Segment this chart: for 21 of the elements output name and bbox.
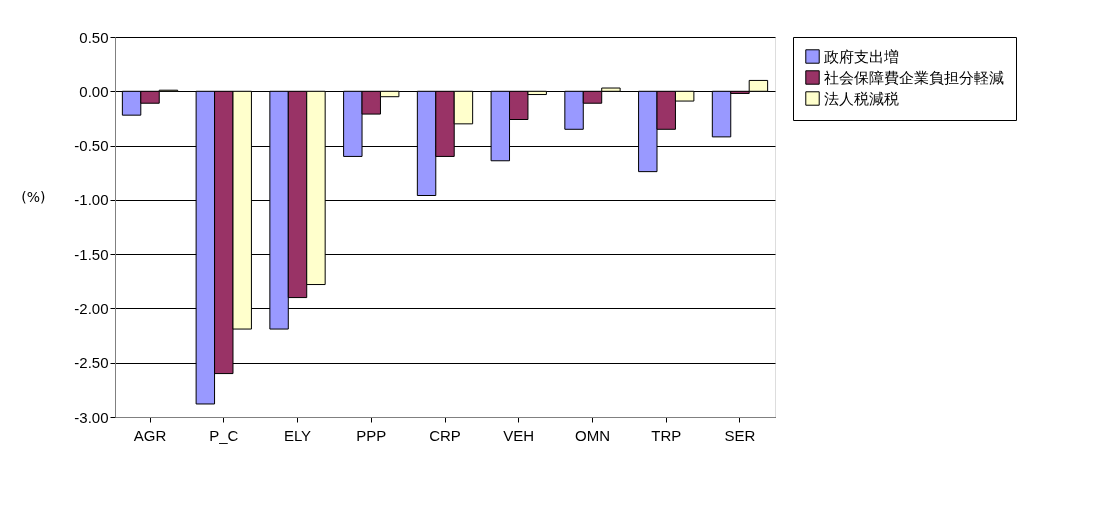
x-tick-label: SER xyxy=(724,426,756,444)
x-tick-label: PPP xyxy=(356,426,387,444)
x-tick-label: ELY xyxy=(283,426,312,444)
x-tick-label: CRP xyxy=(429,426,461,444)
y-tick-label: -1.00 xyxy=(74,191,109,209)
y-tick-label: -2.00 xyxy=(74,299,109,317)
legend-label: 法人税減税 xyxy=(824,89,899,108)
x-tick-label: VEH xyxy=(503,426,535,444)
x-tick-label: AGR xyxy=(133,426,167,444)
x-tick-label: OMN xyxy=(574,426,610,444)
legend-label: 社会保障費企業負担分軽減 xyxy=(824,68,1004,87)
x-tick-label: TRP xyxy=(651,426,682,444)
y-tick-label: 0.00 xyxy=(79,82,109,100)
y-tick-label: -2.50 xyxy=(74,354,109,372)
y-tick-label: -1.50 xyxy=(74,245,109,263)
y-tick-label: -0.50 xyxy=(74,137,109,155)
y-tick-label: -3.00 xyxy=(74,408,109,426)
x-tick-label: P_C xyxy=(209,426,239,444)
y-tick-label: 0.50 xyxy=(79,28,109,46)
legend-label: 政府支出増 xyxy=(824,47,899,66)
y-axis-title: (%) xyxy=(21,188,46,205)
